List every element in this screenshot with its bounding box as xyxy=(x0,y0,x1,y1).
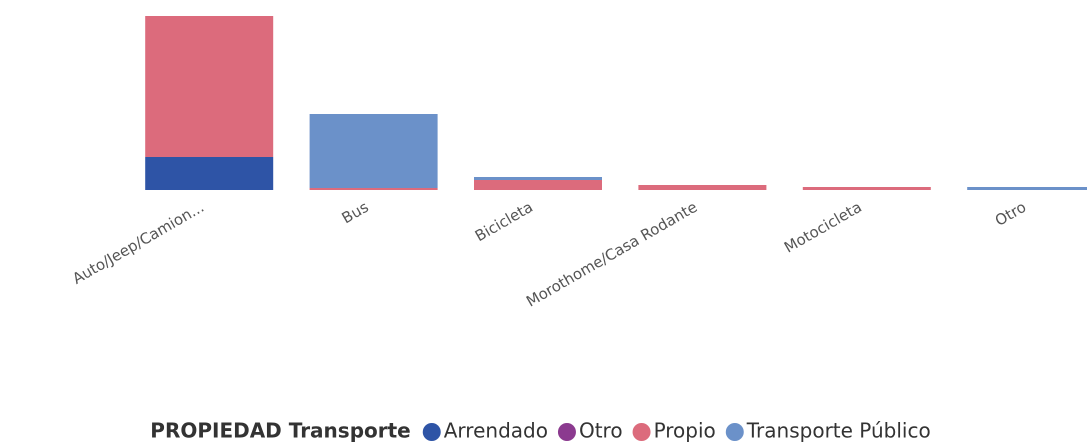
legend-label: Transporte Público xyxy=(746,419,931,443)
x-tick-label: Bus xyxy=(339,198,372,227)
x-tick-label: Otro xyxy=(992,198,1029,230)
legend-marker xyxy=(725,423,744,441)
legend-title: PROPIEDAD Transporte xyxy=(150,419,410,443)
legend-label: Otro xyxy=(579,419,623,443)
x-tick-label: Bicicleta xyxy=(472,198,536,245)
bar-segment xyxy=(145,157,274,190)
bar-segment xyxy=(967,187,1087,190)
x-tick-label: Morothome/Casa Rodante xyxy=(523,198,700,311)
legend-marker xyxy=(632,423,651,441)
legend-label: Propio xyxy=(654,419,716,443)
bar-segment xyxy=(802,187,931,190)
bar-segment xyxy=(474,177,602,180)
bar-segment xyxy=(474,180,602,190)
bar-segment xyxy=(309,188,438,190)
legend-label: Arrendado xyxy=(444,419,548,443)
legend-marker xyxy=(422,423,441,441)
x-tick-label: Motocicleta xyxy=(781,198,865,257)
bar-segment xyxy=(638,185,767,190)
bar-segment xyxy=(145,16,274,157)
legend-marker xyxy=(557,423,576,441)
x-tick-label: Auto/Jeep/Camion... xyxy=(69,198,207,288)
bar-segment xyxy=(309,114,438,188)
